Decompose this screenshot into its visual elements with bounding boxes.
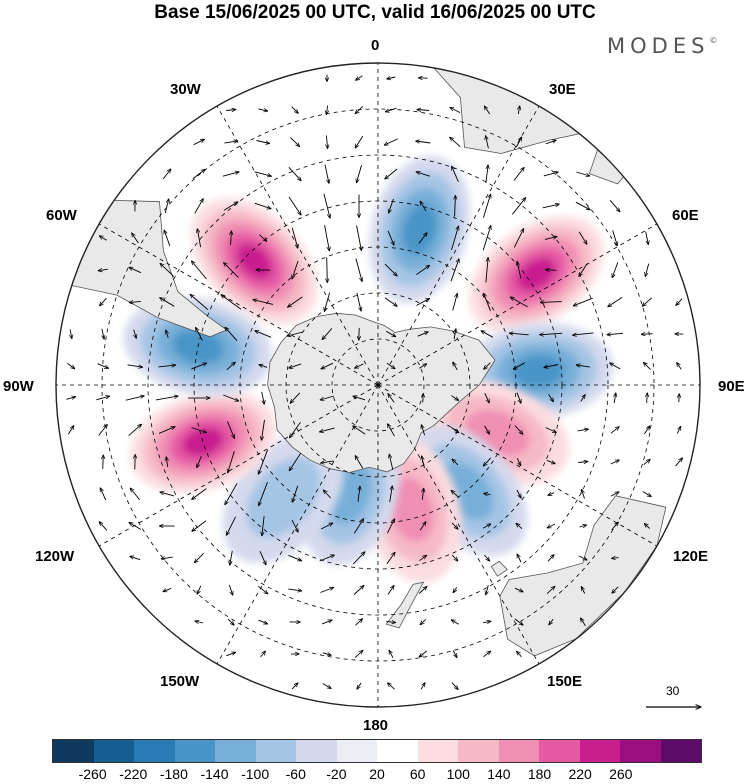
lon-label-60w: 60W xyxy=(46,207,77,224)
colorbar-tick-label: 20 xyxy=(369,766,385,782)
colorbar-tick-label: 140 xyxy=(487,766,510,782)
lon-label-60e: 60E xyxy=(672,207,699,224)
wind-arrow xyxy=(546,270,557,271)
colorbar-tick-label: -60 xyxy=(286,766,306,782)
colorbar-tick-label: -20 xyxy=(326,766,346,782)
colorbar-swatch xyxy=(620,740,661,762)
colorbar-swatch xyxy=(337,740,378,762)
colorbar-swatch xyxy=(53,740,94,762)
colorbar-swatch xyxy=(296,740,337,762)
colorbar-swatch xyxy=(539,740,580,762)
colorbar-tick-label: 100 xyxy=(447,766,470,782)
colorbar-swatch xyxy=(661,740,702,762)
lon-label-120e: 120E xyxy=(673,548,708,565)
colorbar-tick-label: -140 xyxy=(200,766,228,782)
colorbar-tick-label: -220 xyxy=(119,766,147,782)
lon-label-180: 180 xyxy=(363,717,388,734)
polar-map xyxy=(0,0,750,735)
lon-label-90w: 90W xyxy=(3,378,34,395)
colorbar-swatch xyxy=(215,740,256,762)
wind-arrow xyxy=(327,258,328,283)
colorbar-tick-label: 220 xyxy=(568,766,591,782)
vector-scale-label: 30 xyxy=(666,684,679,698)
wind-arrow xyxy=(103,455,104,469)
lon-label-150w: 150W xyxy=(160,673,199,690)
colorbar-swatch xyxy=(418,740,459,762)
colorbar-swatch xyxy=(175,740,216,762)
lon-label-90e: 90E xyxy=(718,378,745,395)
colorbar-tick-label: 180 xyxy=(528,766,551,782)
colorbar-swatch xyxy=(256,740,297,762)
colorbar-swatch xyxy=(499,740,540,762)
colorbar-swatch xyxy=(134,740,175,762)
colorbar-tick-label: -180 xyxy=(160,766,188,782)
colorbar-tick-label: -260 xyxy=(79,766,107,782)
colorbar-ticks: -260 -220 -180 -140 -100 -60 -20 20 60 100 140 180 2… xyxy=(0,766,750,784)
lon-label-30w: 30W xyxy=(170,81,201,98)
wind-arrow xyxy=(641,334,652,335)
colorbar-swatch xyxy=(458,740,499,762)
colorbar-swatch xyxy=(580,740,621,762)
colorbar-swatch xyxy=(377,740,418,762)
colorbar-tick-label: 260 xyxy=(609,766,632,782)
lon-label-120w: 120W xyxy=(35,548,74,565)
lon-label-0: 0 xyxy=(371,37,379,54)
colorbar xyxy=(52,739,702,763)
lon-label-150e: 150E xyxy=(547,673,582,690)
madagascar xyxy=(589,134,638,184)
lon-label-30e: 30E xyxy=(549,81,576,98)
colorbar-tick-label: -100 xyxy=(241,766,269,782)
colorbar-tick-label: 60 xyxy=(410,766,426,782)
wind-arrow xyxy=(647,393,648,403)
colorbar-swatch xyxy=(94,740,135,762)
